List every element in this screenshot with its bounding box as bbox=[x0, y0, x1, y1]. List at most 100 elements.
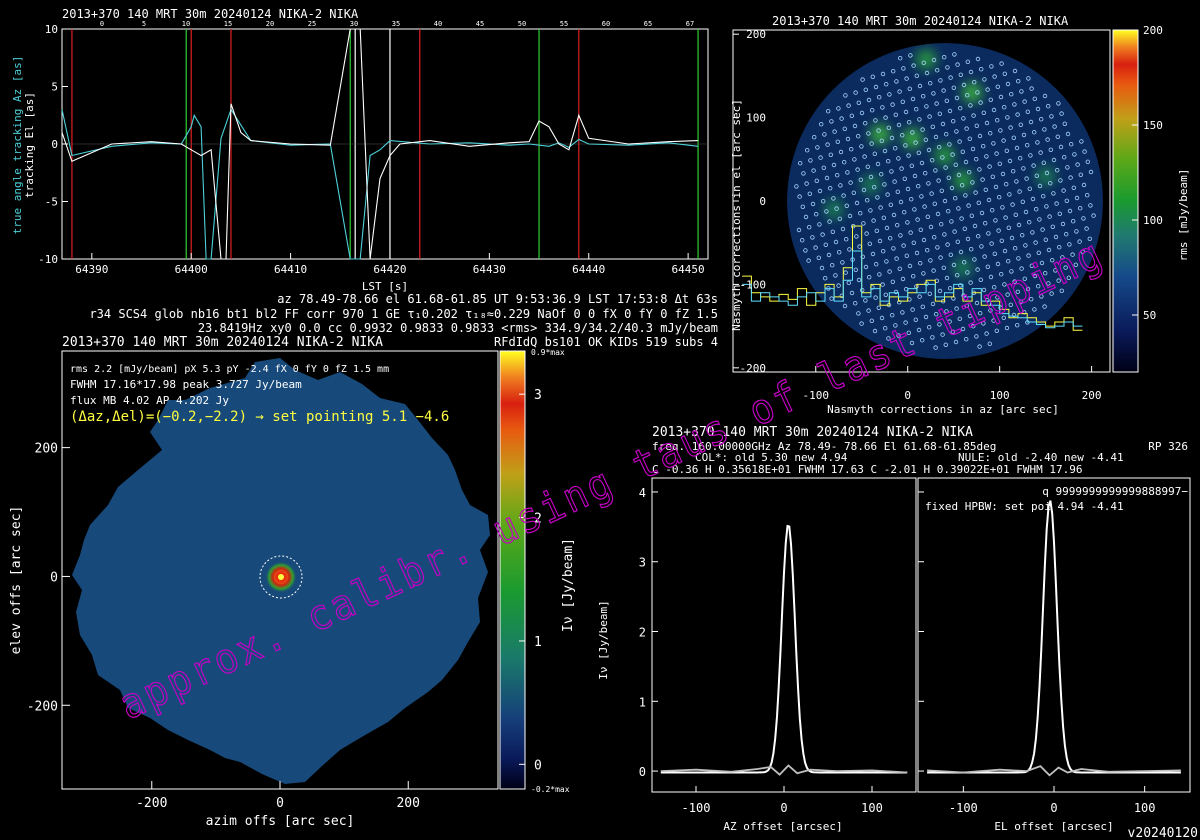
beam-map-plot: 2013+370 140 MRT 30m 20240124 NIKA-2 NIK… bbox=[9, 335, 576, 829]
col-line: COL*: old 5.30 new 4.94 bbox=[695, 451, 848, 464]
kid-marker bbox=[922, 204, 927, 209]
map-title: 2013+370 140 MRT 30m 20240124 NIKA-2 NIK… bbox=[62, 335, 383, 350]
kid-marker bbox=[1039, 260, 1045, 266]
kid-marker bbox=[825, 142, 830, 147]
flux-colorbar bbox=[499, 350, 526, 790]
kid-marker bbox=[1042, 304, 1047, 309]
kid-marker bbox=[901, 66, 906, 71]
kid-marker bbox=[955, 62, 960, 67]
kid-marker bbox=[840, 226, 846, 232]
x-tick-label: 0 bbox=[904, 389, 911, 402]
kid-marker bbox=[1053, 268, 1058, 273]
kid-marker bbox=[983, 187, 988, 192]
kid-marker bbox=[1035, 140, 1040, 145]
kid-marker bbox=[908, 230, 913, 235]
kid-marker bbox=[923, 170, 928, 176]
y-tick-label: 0 bbox=[639, 765, 646, 779]
kid-marker bbox=[896, 122, 902, 128]
y-tick-label: 200 bbox=[746, 28, 766, 41]
kid-marker bbox=[828, 152, 833, 157]
kid-marker bbox=[907, 263, 913, 269]
kid-marker bbox=[883, 115, 888, 120]
x-tick-label: 64410 bbox=[274, 263, 307, 276]
kid-marker bbox=[921, 60, 926, 65]
kid-marker bbox=[827, 219, 832, 224]
kid-marker bbox=[921, 237, 927, 243]
kid-marker bbox=[1026, 253, 1031, 258]
kid-marker bbox=[1051, 157, 1057, 163]
kid-marker bbox=[951, 85, 956, 90]
kid-marker bbox=[907, 86, 912, 91]
kid-marker bbox=[819, 265, 825, 271]
kid-marker bbox=[1084, 226, 1089, 231]
kid-marker bbox=[992, 251, 997, 256]
kid-marker bbox=[872, 151, 877, 156]
pointing-correction: (Δaz,Δel)=(−0.2,−2.2) → set pointing 5.1… bbox=[70, 409, 449, 425]
kid-marker bbox=[1055, 134, 1060, 139]
kid-marker bbox=[928, 258, 933, 263]
kid-marker bbox=[974, 156, 979, 162]
kid-marker bbox=[1003, 215, 1008, 220]
kid-marker bbox=[995, 117, 1000, 123]
kid-marker bbox=[1001, 315, 1006, 320]
top-tick-label: 67 bbox=[686, 20, 694, 28]
kid-marker bbox=[934, 101, 939, 106]
kid-marker bbox=[1017, 189, 1022, 194]
kid-marker bbox=[865, 164, 870, 169]
kid-marker bbox=[981, 143, 986, 149]
kid-marker bbox=[1078, 172, 1083, 177]
colorbar-tick-label: 150 bbox=[1143, 119, 1163, 132]
kid-marker bbox=[815, 145, 820, 150]
kid-marker bbox=[865, 197, 870, 203]
kid-marker bbox=[996, 228, 1001, 233]
x-tick-label: 64450 bbox=[672, 263, 705, 276]
kid-marker bbox=[866, 308, 871, 313]
kid-marker bbox=[808, 158, 813, 163]
kid-marker bbox=[1059, 288, 1064, 293]
kid-marker bbox=[807, 224, 812, 230]
info-line-4: RFdIdQ bs101 OK KIDs 519 subs 4 bbox=[494, 335, 718, 349]
kid-marker bbox=[859, 144, 864, 149]
y-tick-label: -100 bbox=[740, 278, 767, 291]
kid-marker bbox=[851, 190, 856, 195]
rms-hot-spot bbox=[962, 82, 983, 103]
kid-marker bbox=[906, 153, 911, 158]
kid-marker bbox=[964, 126, 969, 131]
kid-marker bbox=[1063, 231, 1069, 237]
top-tick-label: 30 bbox=[350, 20, 358, 28]
tracking-x-label: LST [s] bbox=[362, 280, 408, 293]
top-tick-label: 0 bbox=[100, 20, 104, 28]
kid-marker bbox=[1007, 192, 1012, 197]
kid-marker bbox=[909, 163, 914, 168]
kid-marker bbox=[951, 262, 957, 268]
kid-marker bbox=[917, 117, 922, 122]
kid-marker bbox=[912, 207, 917, 212]
kid-marker bbox=[1022, 99, 1027, 104]
kid-marker bbox=[989, 241, 994, 246]
kid-marker bbox=[1046, 247, 1052, 253]
tracking-plot: 2013+370 140 MRT 30m 20240124 NIKA-2 NIK… bbox=[11, 7, 718, 349]
tracking-y-label-el: tracking El [as] bbox=[23, 92, 36, 198]
kid-marker bbox=[944, 275, 950, 281]
kid-marker bbox=[800, 237, 805, 243]
kid-marker bbox=[872, 184, 877, 190]
kid-marker bbox=[1029, 263, 1034, 268]
kid-marker bbox=[890, 279, 895, 284]
kid-marker bbox=[803, 214, 809, 220]
source-peak bbox=[278, 574, 284, 580]
kid-marker bbox=[1022, 276, 1028, 281]
y-tick-label: 100 bbox=[746, 112, 766, 125]
kid-marker bbox=[889, 135, 895, 141]
top-tick-label: 25 bbox=[308, 20, 316, 28]
kid-marker bbox=[1016, 256, 1021, 261]
kid-marker bbox=[984, 331, 989, 336]
tracking-y-ticks: 10 5 0 -5 -10 bbox=[38, 23, 68, 266]
kid-marker bbox=[965, 270, 970, 275]
kid-marker bbox=[814, 178, 819, 183]
kid-marker bbox=[900, 276, 906, 282]
kid-marker bbox=[805, 147, 810, 153]
info-line-3: 23.8419Hz xy0 0.0 cc 0.9932 0.9833 0.983… bbox=[198, 321, 718, 335]
beam-fwhm-circle bbox=[259, 555, 303, 599]
kid-marker bbox=[1047, 214, 1052, 219]
kid-marker bbox=[946, 208, 951, 214]
